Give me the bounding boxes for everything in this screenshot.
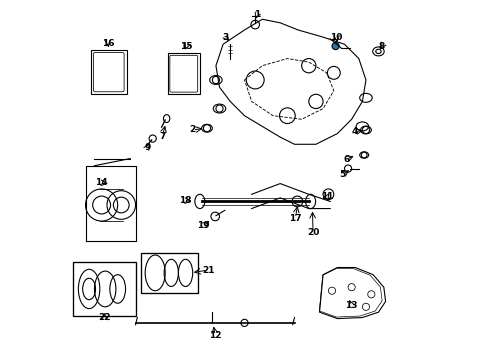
Text: 21: 21 — [202, 266, 214, 275]
Text: 9: 9 — [144, 143, 150, 152]
Bar — [73, 262, 135, 316]
Bar — [167, 53, 200, 94]
Text: 6: 6 — [343, 155, 349, 164]
Text: 3: 3 — [223, 33, 228, 42]
Text: 4: 4 — [350, 127, 357, 136]
Text: 15: 15 — [180, 41, 192, 50]
Text: 1: 1 — [253, 10, 260, 19]
Text: 17: 17 — [288, 214, 301, 223]
Text: 7: 7 — [159, 132, 165, 141]
Text: 8: 8 — [378, 41, 385, 50]
Text: 19: 19 — [197, 221, 209, 230]
Text: 18: 18 — [179, 196, 191, 205]
Text: 20: 20 — [306, 228, 319, 237]
Text: 10: 10 — [330, 33, 342, 42]
Bar — [91, 50, 126, 94]
Text: 11: 11 — [321, 192, 333, 201]
Bar — [141, 253, 198, 293]
Text: 16: 16 — [102, 39, 114, 48]
Text: 2: 2 — [189, 126, 195, 135]
Text: 12: 12 — [208, 331, 221, 340]
Text: 22: 22 — [98, 313, 110, 322]
Text: 5: 5 — [339, 170, 345, 179]
Text: 14: 14 — [94, 178, 107, 187]
Text: 13: 13 — [345, 301, 357, 310]
Circle shape — [331, 42, 339, 50]
